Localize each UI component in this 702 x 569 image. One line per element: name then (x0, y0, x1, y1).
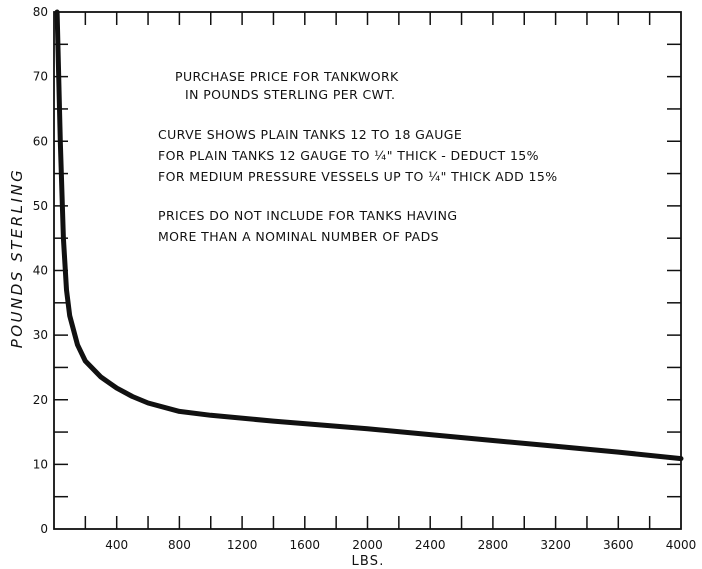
ticks-layer (54, 12, 681, 529)
y-tick-label: 70 (33, 70, 48, 84)
x-tick-label: 1200 (227, 538, 258, 552)
annotation-line: PURCHASE PRICE FOR TANKWORK (175, 69, 399, 84)
x-tick-label: 4000 (666, 538, 697, 552)
annotation-line: FOR MEDIUM PRESSURE VESSELS UP TO ¼" THI… (158, 169, 558, 184)
annotation-line: CURVE SHOWS PLAIN TANKS 12 TO 18 GAUGE (158, 127, 462, 142)
annotation-layer: PURCHASE PRICE FOR TANKWORK IN POUNDS STE… (158, 69, 558, 244)
x-tick-label: 2400 (415, 538, 446, 552)
x-tick-label: 3200 (540, 538, 571, 552)
y-tick-label: 0 (40, 522, 48, 536)
x-tick-label: 2000 (352, 538, 383, 552)
annotation-line: PRICES DO NOT INCLUDE FOR TANKS HAVING (158, 208, 457, 223)
y-tick-label: 40 (33, 264, 48, 278)
x-tick-label: 3600 (603, 538, 634, 552)
price-curve (54, 9, 684, 462)
y-tick-label: 10 (33, 457, 48, 471)
labels-layer: 400 800 1200 1600 2000 2400 2800 3200 3600 4000 0 1… (33, 5, 697, 552)
annotation-line: IN POUNDS STERLING PER CWT. (185, 87, 395, 102)
x-tick-label: 800 (168, 538, 191, 552)
annotation-line: FOR PLAIN TANKS 12 GAUGE TO ¼" THICK - D… (158, 148, 539, 163)
y-tick-label: 60 (33, 134, 48, 148)
x-tick-label: 2800 (478, 538, 509, 552)
plot-frame (53, 11, 682, 530)
x-axis-title: LBS. (351, 554, 384, 569)
annotation-line: MORE THAN A NOMINAL NUMBER OF PADS (158, 229, 439, 244)
x-tick-label: 1600 (290, 538, 321, 552)
x-tick-label: 400 (105, 538, 128, 552)
y-axis-title: POUNDS STERLING (8, 168, 26, 349)
y-tick-label: 20 (33, 393, 48, 407)
y-tick-label: 50 (33, 199, 48, 213)
y-tick-label: 80 (33, 5, 48, 19)
y-tick-label: 30 (33, 328, 48, 342)
